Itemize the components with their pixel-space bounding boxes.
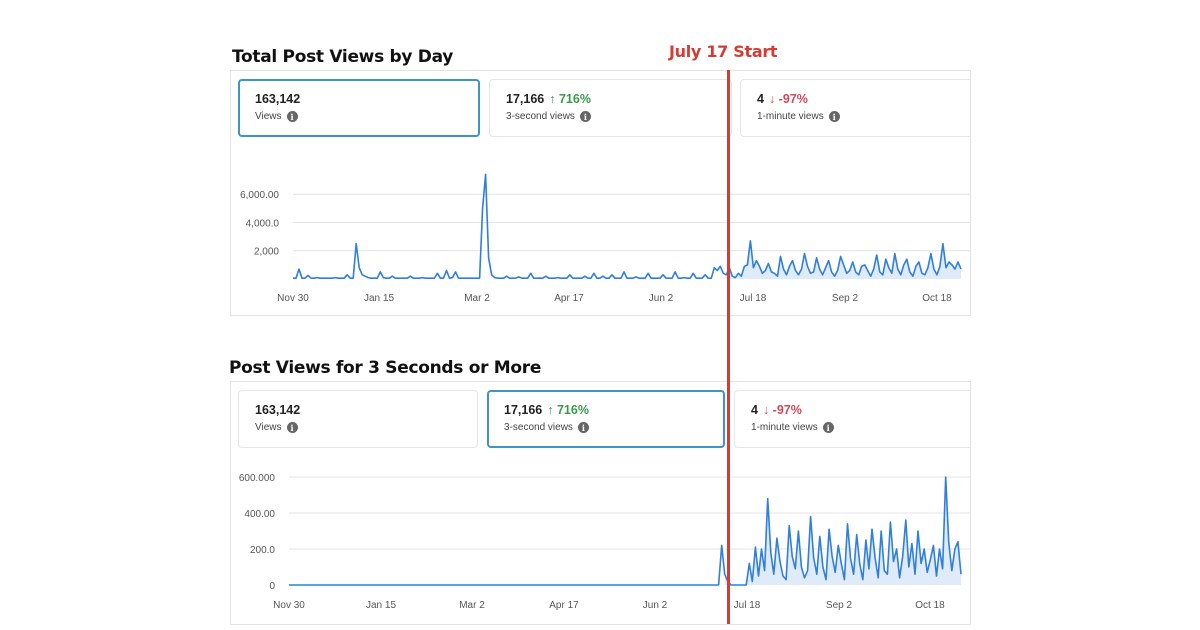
x-tick-label: Mar 2 <box>464 293 490 304</box>
chart-panel-2: 163,142 Views i 17,166 ↑ 716% 3-second vie… <box>230 381 971 625</box>
x-tick-label: Nov 30 <box>273 600 305 611</box>
x-tick-label: Mar 2 <box>459 600 485 611</box>
x-tick-label: Sep 2 <box>826 600 853 611</box>
x-tick-label: Sep 2 <box>832 293 859 304</box>
one-minute-views-label: 1-minute views <box>757 111 824 122</box>
views-card[interactable]: 163,142 Views i <box>238 79 480 137</box>
x-tick-label: Jun 2 <box>643 600 668 611</box>
three-second-views-value: 17,166 <box>506 92 545 106</box>
info-icon[interactable]: i <box>577 422 589 433</box>
three-second-views-line-chart: 600.000 400.00 200.0 0 Nov 30 Jan 15 Mar 2 Apr … <box>239 473 970 611</box>
one-minute-views-label: 1-minute views <box>751 422 818 433</box>
one-minute-views-card[interactable]: 4 ↓ -97% 1-minute views i <box>740 79 970 137</box>
info-icon[interactable]: i <box>579 111 591 122</box>
info-icon[interactable]: i <box>286 111 298 122</box>
y-tick-label: 600.000 <box>239 473 276 484</box>
one-minute-views-value: 4 <box>757 92 764 106</box>
views-line-chart: 6,000.00 4,000.0 2,000 Nov 30 Jan 15 Mar 2 Apr… <box>240 173 970 304</box>
y-tick-label: 0 <box>269 581 275 592</box>
three-second-views-label: 3-second views <box>504 422 573 433</box>
views-label: Views <box>255 111 282 122</box>
chart-panel-1: 163,142 Views i 17,166 ↑ 716% 3-second vie… <box>230 70 971 316</box>
july-17-start-line <box>727 70 730 624</box>
three-second-views-label: 3-second views <box>506 111 575 122</box>
three-second-views-change: ↑ 716% <box>547 403 589 417</box>
three-second-views-change: ↑ 716% <box>549 92 591 106</box>
series-line <box>293 173 962 279</box>
chart-1-heading: Total Post Views by Day <box>232 47 454 67</box>
info-icon[interactable]: i <box>828 111 840 122</box>
three-second-views-card[interactable]: 17,166 ↑ 716% 3-second views i <box>487 390 725 448</box>
x-tick-label: Oct 18 <box>915 600 945 611</box>
views-card[interactable]: 163,142 Views i <box>238 390 478 448</box>
x-tick-label: Jan 15 <box>364 293 394 304</box>
one-minute-views-card[interactable]: 4 ↓ -97% 1-minute views i <box>734 390 970 448</box>
three-second-views-card[interactable]: 17,166 ↑ 716% 3-second views i <box>489 79 732 137</box>
views-label: Views <box>255 422 282 433</box>
x-tick-label: Apr 17 <box>554 293 584 304</box>
x-tick-label: Apr 17 <box>549 600 579 611</box>
views-value: 163,142 <box>255 92 301 106</box>
x-tick-label: Jul 18 <box>734 600 761 611</box>
one-minute-views-change: ↓ -97% <box>762 403 802 417</box>
y-tick-label: 6,000.00 <box>240 190 279 201</box>
series-line <box>289 476 962 586</box>
x-tick-label: Nov 30 <box>277 293 309 304</box>
y-tick-label: 4,000.0 <box>246 218 280 229</box>
y-tick-label: 400.00 <box>244 509 275 520</box>
july-17-start-label: July 17 Start <box>669 42 778 61</box>
info-icon[interactable]: i <box>822 422 834 433</box>
x-tick-label: Jun 2 <box>649 293 674 304</box>
info-icon[interactable]: i <box>286 422 298 433</box>
one-minute-views-value: 4 <box>751 403 758 417</box>
y-tick-label: 200.0 <box>250 545 275 556</box>
three-second-views-value: 17,166 <box>504 403 543 417</box>
x-tick-label: Oct 18 <box>922 293 952 304</box>
one-minute-views-change: ↓ -97% <box>768 92 808 106</box>
x-tick-label: Jul 18 <box>740 293 767 304</box>
views-value: 163,142 <box>255 403 301 417</box>
y-tick-label: 2,000 <box>254 247 279 258</box>
x-tick-label: Jan 15 <box>366 600 396 611</box>
chart-2-heading: Post Views for 3 Seconds or More <box>229 358 542 378</box>
